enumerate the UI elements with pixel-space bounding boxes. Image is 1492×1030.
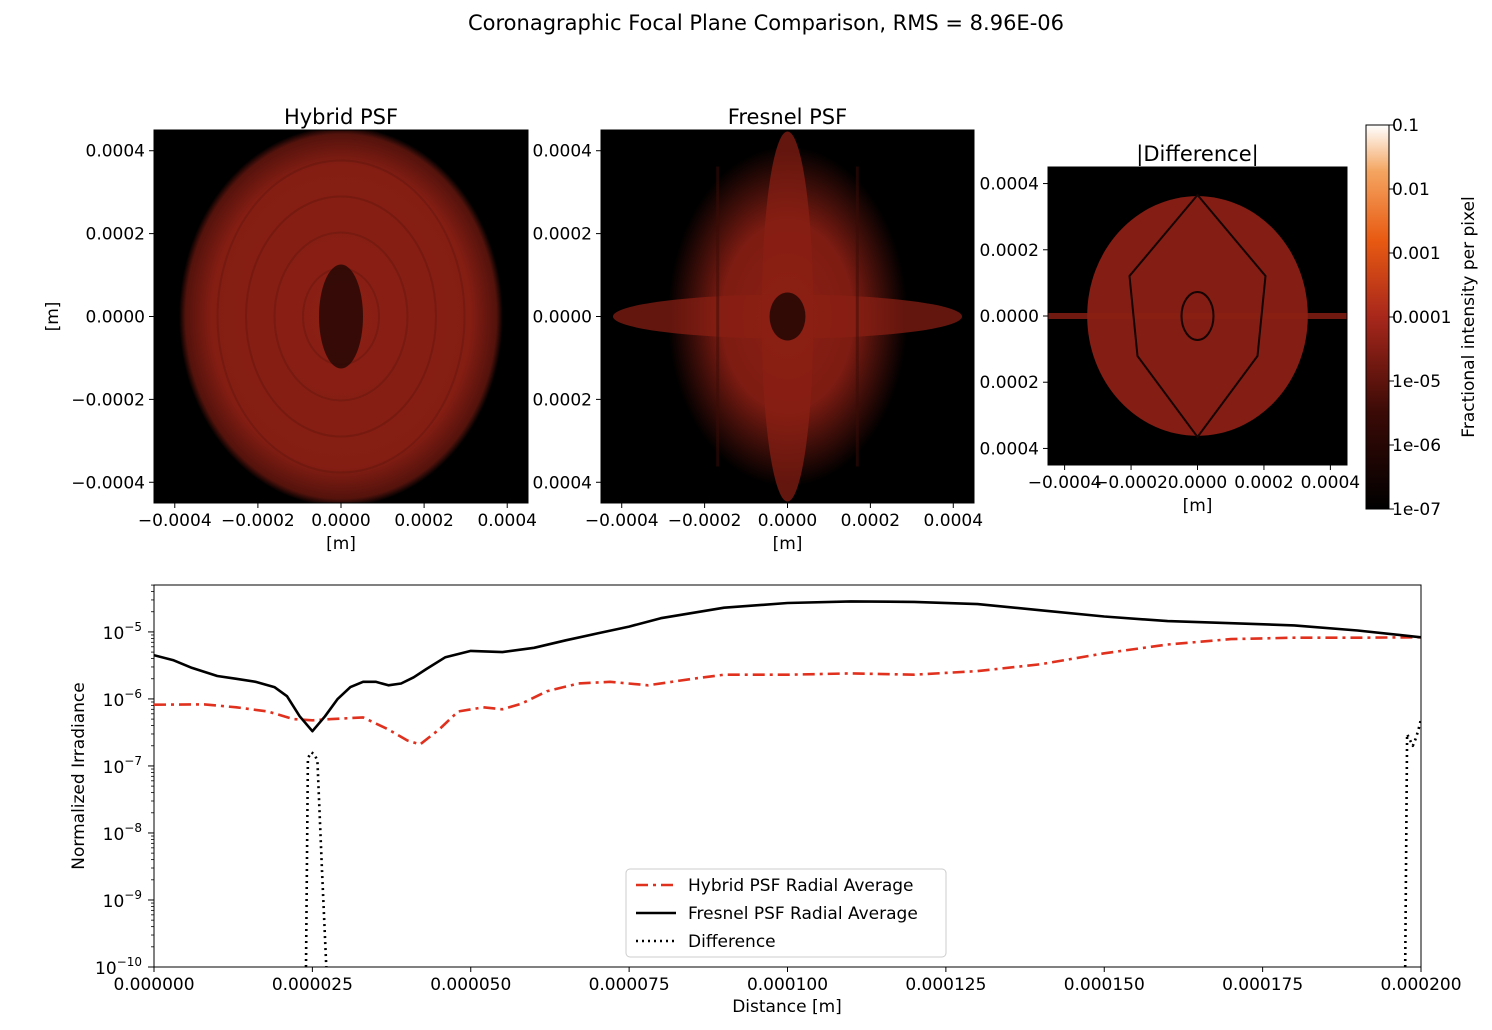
y-tick-label: 0.0002 (980, 373, 1039, 393)
x-tick-label: 0.000100 (747, 975, 828, 995)
y-tick-label: 0.0004 (533, 473, 592, 493)
x-tick-label: −0.0004 (1028, 473, 1102, 493)
colorbar-tick-label: 1e-07 (1392, 500, 1441, 520)
x-tick-label: 0.000050 (430, 975, 511, 995)
colorbar-label: Fractional intensity per pixel (1459, 196, 1479, 437)
psf-panel-1: Hybrid PSF −0.0004 0.0004 −0.0002 0.0002 0.00… (43, 105, 537, 554)
colorbar-gradient (1365, 124, 1390, 510)
y-axis-ticks: 10−5 10−6 10−7 10−8 10−9 10−10 (95, 584, 154, 979)
x-tick-label: −0.0004 (585, 511, 659, 531)
x-tick-label: 0.0002 (394, 511, 453, 531)
x-axis-label: Distance [m] (732, 997, 842, 1017)
legend-box (625, 868, 947, 958)
plot-series (154, 600, 1421, 967)
y-tick-label: 0.0000 (86, 308, 145, 328)
x-tick-label: 0.0000 (758, 511, 817, 531)
x-tick-label: 0.0004 (1301, 473, 1360, 493)
x-tick-label: 0.000000 (113, 975, 194, 995)
y-tick-label: 0.0004 (980, 175, 1039, 195)
colorbar-tick-label: 1e-05 (1392, 372, 1441, 392)
colorbar-tick-label: 0.0001 (1392, 308, 1451, 328)
psf-intensity-pattern (179, 130, 503, 503)
y-tick-label: 0.0004 (980, 439, 1039, 459)
y-tick-label: −0.0002 (71, 390, 145, 410)
series-difference (304, 751, 328, 967)
y-tick-label: 0.0002 (533, 390, 592, 410)
y-tick-label: 10−6 (103, 687, 142, 711)
x-axis-label: [m] (326, 534, 356, 554)
figure-suptitle: Coronagraphic Focal Plane Comparison, RM… (468, 11, 1064, 35)
radial-average-plot: 0.000000 0.000025 0.000050 0.000075 0.000100… (69, 584, 1462, 1017)
x-axis-label: [m] (773, 534, 803, 554)
psf-intensity-pattern (612, 131, 963, 502)
legend-label-fresnel: Fresnel PSF Radial Average (688, 904, 918, 924)
psf-panel-title: Fresnel PSF (728, 105, 847, 129)
colorbar: 0.1 0.01 0.001 0.0001 1e-05 1e-06 1e-07 Fracti… (1365, 116, 1479, 520)
series-difference (1403, 718, 1421, 967)
legend-label-difference: Difference (688, 932, 776, 952)
x-tick-label: −0.0002 (221, 511, 295, 531)
colorbar-tick-label: 1e-06 (1392, 436, 1441, 456)
y-axis-label: [m] (43, 302, 63, 332)
x-tick-label: −0.0002 (668, 511, 742, 531)
y-tick-label: 10−9 (103, 888, 142, 912)
x-tick-label: 0.0000 (311, 511, 370, 531)
legend: Hybrid PSF Radial Average Fresnel PSF Ra… (625, 868, 947, 958)
legend-label-hybrid: Hybrid PSF Radial Average (688, 876, 914, 896)
psf-panel-2: Fresnel PSF −0.0004 0.0004 −0.0002 0.0002 0.0… (533, 105, 984, 554)
y-axis-label: Normalized Irradiance (69, 682, 89, 869)
y-tick-label: 10−10 (95, 955, 142, 979)
colorbar-ticks: 0.1 0.01 0.001 0.0001 1e-05 1e-06 1e-07 (1389, 116, 1451, 520)
psf-intensity-pattern (1048, 193, 1347, 439)
series-hybrid-radial-average (154, 636, 1421, 746)
y-tick-label: 10−5 (103, 620, 142, 644)
y-tick-label: 10−7 (103, 754, 142, 778)
x-tick-label: 0.0004 (924, 511, 983, 531)
series-fresnel-radial-average (154, 600, 1421, 733)
x-tick-label: 0.0000 (1168, 473, 1227, 493)
x-tick-label: 0.0004 (477, 511, 536, 531)
y-tick-label: 0.0002 (980, 241, 1039, 261)
colorbar-tick-label: 0.1 (1392, 116, 1419, 136)
x-axis-ticks: 0.000000 0.000025 0.000050 0.000075 0.000100… (113, 967, 1462, 995)
y-tick-label: 0.0004 (86, 142, 145, 162)
x-axis-label: [m] (1183, 496, 1213, 516)
psf-panels: Hybrid PSF −0.0004 0.0004 −0.0002 0.0002 0.00… (43, 105, 1360, 554)
y-tick-label: −0.0004 (71, 473, 145, 493)
x-tick-label: 0.000025 (272, 975, 353, 995)
y-tick-label: 10−8 (103, 821, 142, 845)
psf-panel-title: |Difference| (1136, 142, 1258, 167)
x-tick-label: 0.000150 (1064, 975, 1145, 995)
y-tick-label: 0.0002 (86, 225, 145, 245)
x-tick-label: 0.000200 (1380, 975, 1461, 995)
x-tick-label: 0.000075 (589, 975, 670, 995)
y-tick-label: 0.0002 (533, 225, 592, 245)
y-tick-label: 0.0000 (980, 307, 1039, 327)
psf-panel-title: Hybrid PSF (284, 105, 398, 129)
colorbar-tick-label: 0.01 (1392, 180, 1430, 200)
colorbar-tick-label: 0.001 (1392, 244, 1441, 264)
x-tick-label: 0.000125 (905, 975, 986, 995)
x-tick-label: 0.0002 (1234, 473, 1293, 493)
x-tick-label: 0.0002 (841, 511, 900, 531)
x-tick-label: −0.0004 (138, 511, 212, 531)
psf-panel-3: |Difference| −0.0004 0.0004 −0.0002 0.0002 0.… (980, 142, 1361, 516)
x-tick-label: −0.0002 (1094, 473, 1168, 493)
x-tick-label: 0.000175 (1222, 975, 1303, 995)
y-tick-label: 0.0000 (533, 308, 592, 328)
y-tick-label: 0.0004 (533, 142, 592, 162)
